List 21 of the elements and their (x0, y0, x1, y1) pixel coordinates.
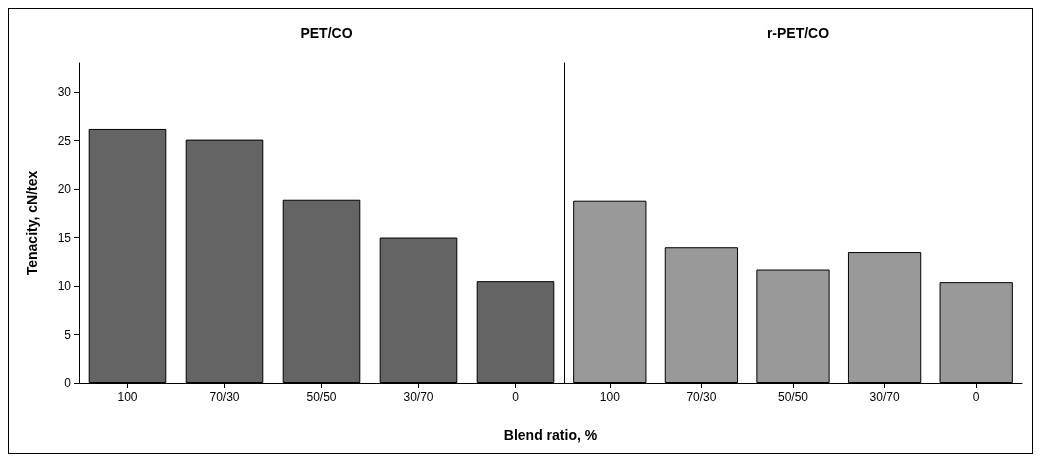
x-tick-label: 70/30 (686, 390, 717, 404)
x-tick-label: 50/50 (777, 390, 809, 404)
x-tick-label: 0 (972, 390, 980, 404)
x-tick-label: 30/70 (869, 390, 900, 404)
chart-title: r-PET/CO (766, 25, 830, 41)
x-tick-label: 30/70 (403, 390, 434, 404)
x-tick-label: 100 (599, 390, 621, 404)
y-tick-label: 15 (57, 230, 72, 245)
y-tick-label: 0 (64, 376, 72, 390)
x-tick-label: 50/50 (306, 390, 337, 404)
y-tick-label: 10 (57, 279, 72, 294)
x-tick-label: 70/30 (209, 390, 240, 404)
y-axis-title: Tenacity, cN/tex (24, 170, 40, 276)
y-tick-label: 25 (57, 133, 72, 148)
y-tick-label: 20 (57, 182, 72, 197)
x-axis-title: Blend ratio, % (502, 427, 599, 443)
x-tick-label: 0 (512, 390, 520, 404)
y-tick-label: 5 (64, 327, 72, 342)
x-tick-label: 100 (117, 390, 138, 404)
y-tick-label: 30 (57, 85, 72, 100)
chart-title: PET/CO (300, 25, 353, 41)
